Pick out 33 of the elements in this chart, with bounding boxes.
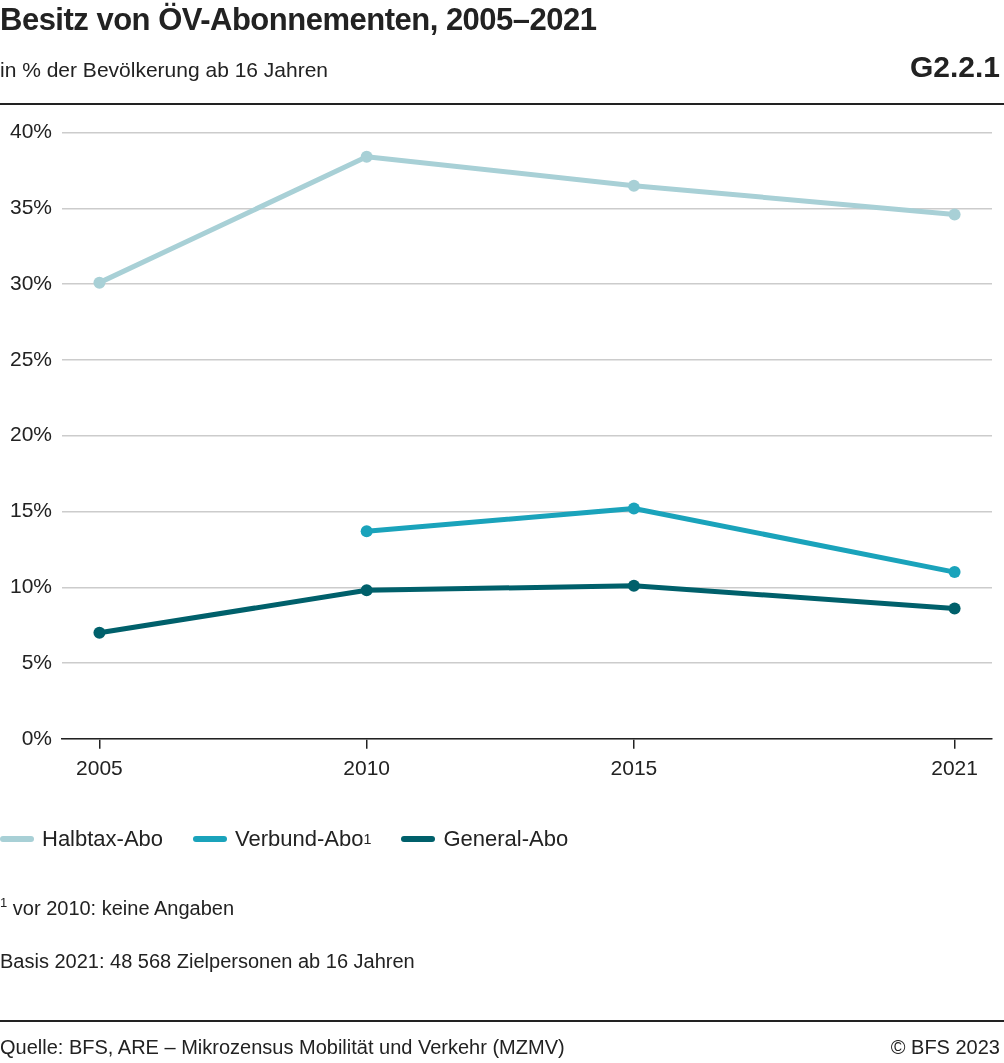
x-tick-label: 2021	[931, 756, 978, 780]
y-tick-label: 0%	[21, 725, 53, 749]
text: $^{1}$ vor 2010: keine Angaben	[0, 895, 236, 920]
x-tick-label: 2010	[343, 756, 391, 780]
point	[360, 525, 373, 538]
chart-title: Besitz von ÖV-Abonnementen, 2005–2021	[0, 2, 597, 38]
text: Basis 2021: 48 568 Zielpersonen ab 16 Jahren	[0, 949, 415, 973]
point	[948, 566, 961, 579]
source-note: Quelle: BFS, ARE – Mikrozensus Mobilität und Verkehr (MZMV)	[0, 1036, 565, 1059]
y-tick-label: 35%	[10, 195, 53, 219]
text: © BFS 2023	[890, 1036, 1000, 1059]
y-tick-label: 40%	[10, 119, 53, 143]
point	[627, 179, 640, 192]
text: G2.2.1	[909, 50, 1000, 84]
y-tick-label: 20%	[10, 422, 53, 446]
point	[948, 602, 961, 615]
y-tick-label: 25%	[10, 346, 53, 370]
x-tick-label: 2005	[76, 756, 123, 780]
y-tick-label: 15%	[10, 498, 53, 522]
legend-label: General-Abo	[442, 826, 569, 852]
point	[360, 584, 373, 597]
point	[627, 579, 640, 592]
legend-label: Halbtax-Abo	[41, 826, 164, 852]
point	[360, 150, 373, 163]
y-tick-label: 10%	[10, 574, 53, 598]
point	[627, 502, 640, 515]
y-tick-label: 5%	[21, 649, 53, 673]
x-tick-label: 2015	[610, 756, 658, 780]
chart-subtitle: in % der Bevölkerung ab 16 Jahren	[0, 58, 329, 82]
point	[93, 276, 106, 289]
point	[93, 626, 106, 639]
point	[948, 208, 961, 221]
y-tick-label: 30%	[10, 270, 53, 294]
